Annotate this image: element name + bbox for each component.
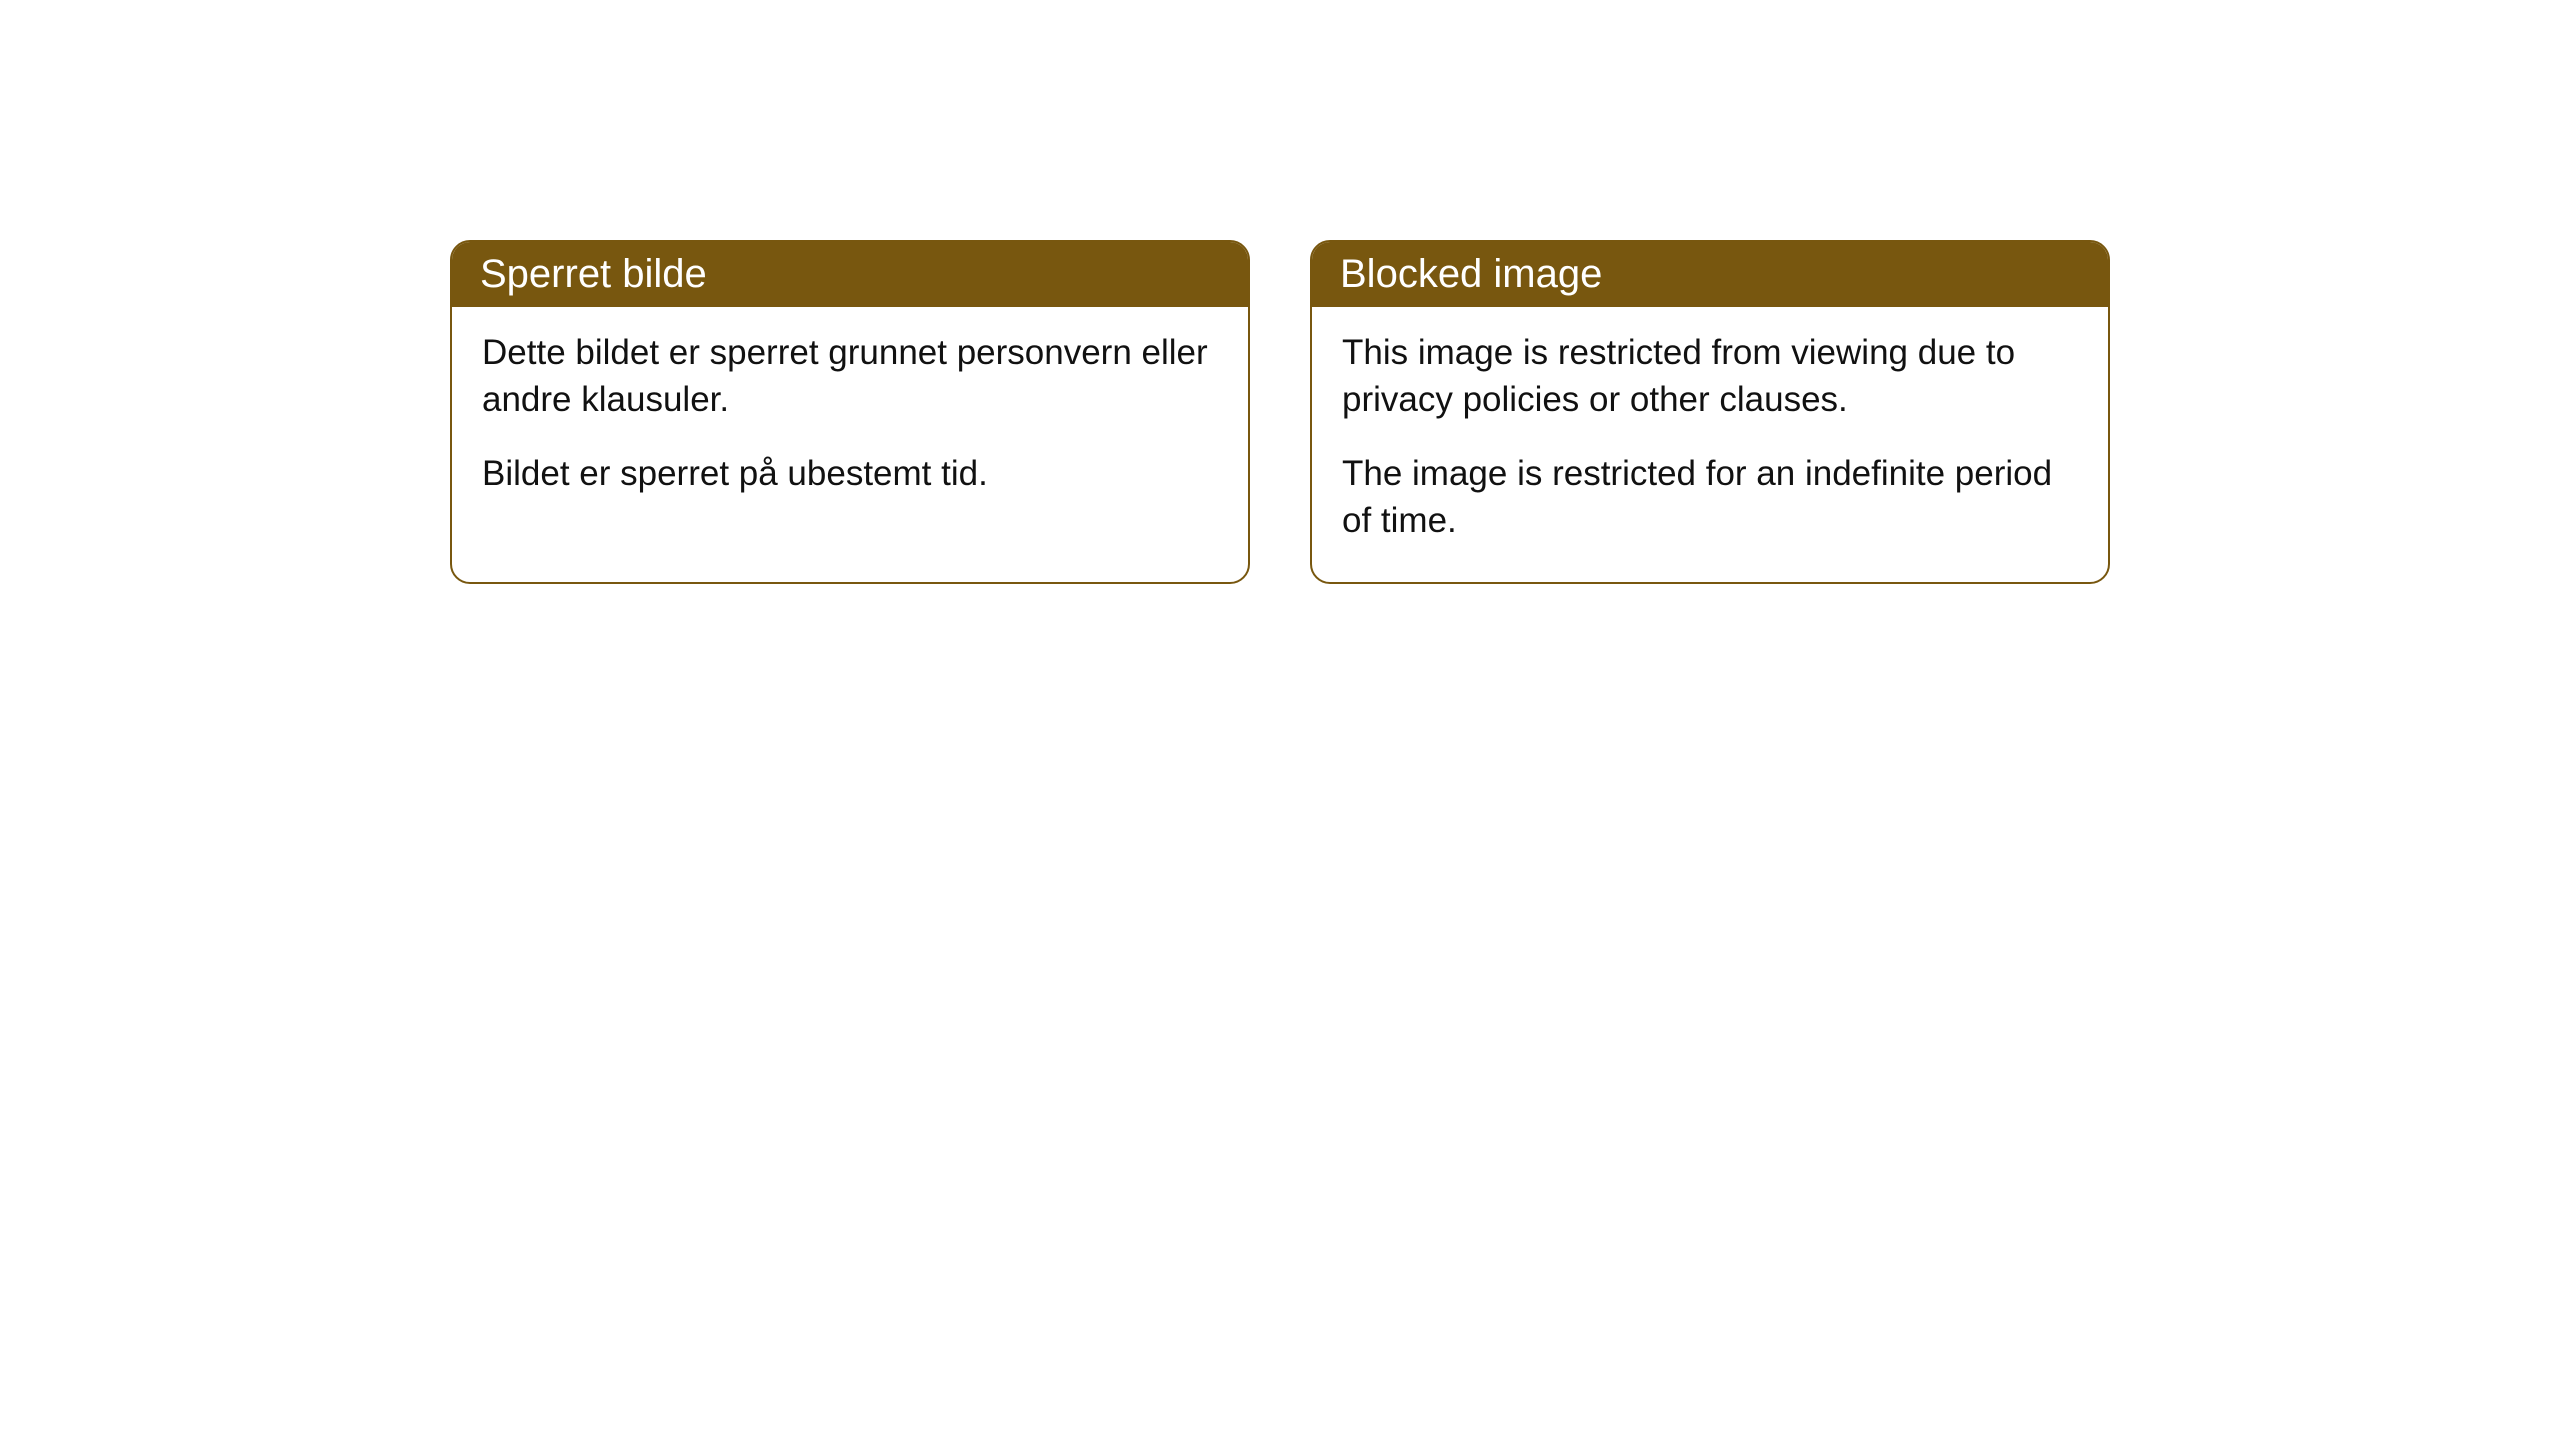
blocked-image-card-no: Sperret bilde Dette bildet er sperret gr… bbox=[450, 240, 1250, 584]
card-body-no: Dette bildet er sperret grunnet personve… bbox=[452, 307, 1248, 535]
notice-cards-container: Sperret bilde Dette bildet er sperret gr… bbox=[450, 240, 2110, 584]
card-body-en: This image is restricted from viewing du… bbox=[1312, 307, 2108, 582]
card-text-en-1: This image is restricted from viewing du… bbox=[1342, 329, 2078, 424]
card-header-en: Blocked image bbox=[1312, 242, 2108, 307]
card-text-no-1: Dette bildet er sperret grunnet personve… bbox=[482, 329, 1218, 424]
card-text-no-2: Bildet er sperret på ubestemt tid. bbox=[482, 450, 1218, 497]
blocked-image-card-en: Blocked image This image is restricted f… bbox=[1310, 240, 2110, 584]
card-header-no: Sperret bilde bbox=[452, 242, 1248, 307]
card-text-en-2: The image is restricted for an indefinit… bbox=[1342, 450, 2078, 545]
